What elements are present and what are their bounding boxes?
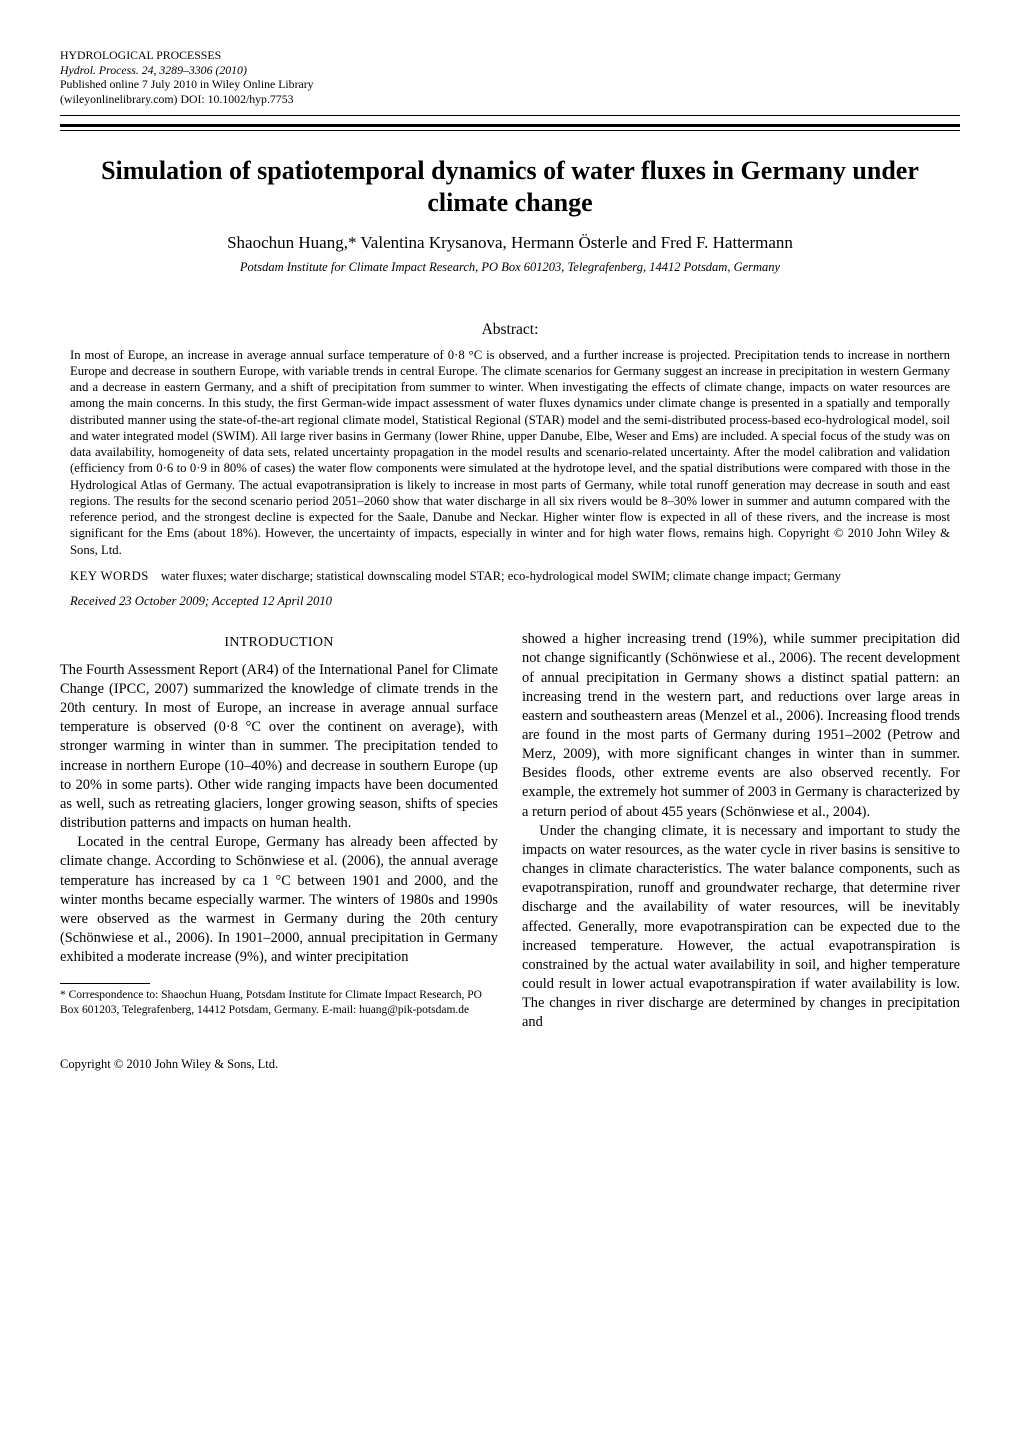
authors: Shaochun Huang,* Valentina Krysanova, He… <box>60 232 960 255</box>
intro-p3: showed a higher increasing trend (19%), … <box>522 630 960 822</box>
page-footer: Copyright © 2010 John Wiley & Sons, Ltd. <box>60 1056 960 1073</box>
abstract-body: In most of Europe, an increase in averag… <box>70 347 950 558</box>
abstract-heading: Abstract: <box>60 320 960 341</box>
keywords-label: KEY WORDS <box>70 568 161 585</box>
intro-p1: The Fourth Assessment Report (AR4) of th… <box>60 661 498 833</box>
footnote-rule <box>60 983 150 984</box>
article-title: Simulation of spatiotemporal dynamics of… <box>100 155 920 220</box>
header-rule-thin <box>60 115 960 116</box>
keywords-text: water fluxes; water discharge; statistic… <box>161 568 841 585</box>
received-dates: Received 23 October 2009; Accepted 12 Ap… <box>70 593 950 610</box>
intro-heading: INTRODUCTION <box>60 634 498 653</box>
doi-line: (wileyonlinelibrary.com) DOI: 10.1002/hy… <box>60 92 960 107</box>
journal-header: HYDROLOGICAL PROCESSES Hydrol. Process. … <box>60 48 960 107</box>
copyright-line: Copyright © 2010 John Wiley & Sons, Ltd. <box>60 1056 278 1073</box>
citation-line: Hydrol. Process. 24, 3289–3306 (2010) <box>60 63 247 77</box>
body-columns: INTRODUCTION The Fourth Assessment Repor… <box>60 630 960 1032</box>
correspondence-footnote: * Correspondence to: Shaochun Huang, Pot… <box>60 988 498 1017</box>
intro-p2: Located in the central Europe, Germany h… <box>60 833 498 967</box>
journal-name: HYDROLOGICAL PROCESSES <box>60 48 960 63</box>
keywords-row: KEY WORDS water fluxes; water discharge;… <box>70 568 950 585</box>
header-rule-thin-2 <box>60 130 960 131</box>
intro-p4: Under the changing climate, it is necess… <box>522 822 960 1033</box>
affiliation: Potsdam Institute for Climate Impact Res… <box>60 259 960 276</box>
published-line: Published online 7 July 2010 in Wiley On… <box>60 77 960 92</box>
header-rule-thick <box>60 124 960 127</box>
